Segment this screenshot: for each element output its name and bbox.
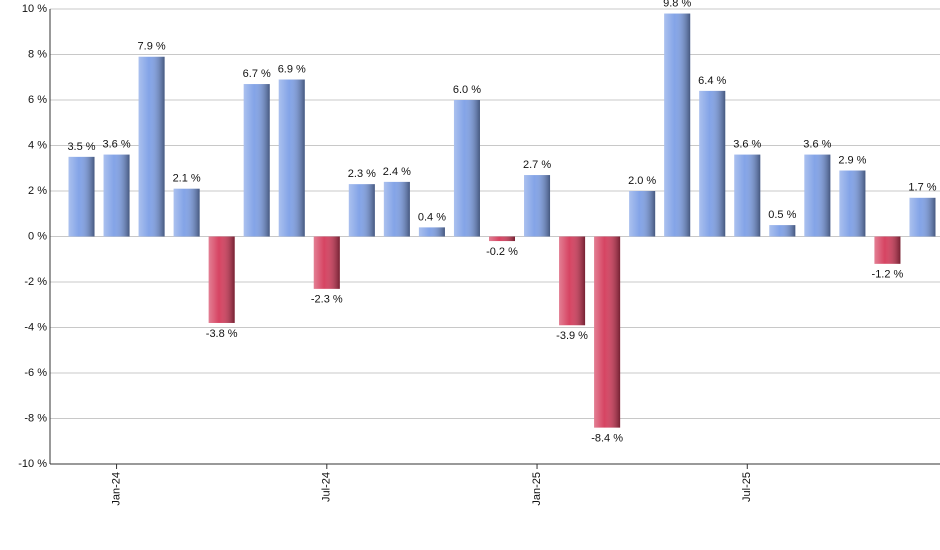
bar-shade [664, 13, 691, 237]
bar-shade [243, 84, 270, 237]
y-tick-label: -2 % [24, 276, 47, 288]
data-label: 6.7 % [243, 68, 271, 80]
data-label: 3.5 % [67, 141, 95, 153]
bar-shade [874, 236, 901, 264]
x-tick-label: Jan-25 [531, 472, 543, 506]
bar-shade [418, 227, 445, 237]
data-label: 0.5 % [768, 209, 796, 221]
data-label: 2.1 % [173, 173, 201, 185]
bar-shade [68, 156, 95, 237]
bar-shade [699, 90, 726, 237]
bar-shade [278, 79, 305, 237]
bar-shade [769, 225, 796, 237]
data-label: -3.8 % [206, 328, 238, 340]
bar-shade [804, 154, 831, 237]
data-label: 1.7 % [908, 182, 936, 194]
bar-shade [734, 154, 761, 237]
y-tick-label: -4 % [24, 321, 47, 333]
data-label: -8.4 % [591, 433, 623, 445]
x-tick-label: Jan-24 [110, 472, 122, 506]
data-label: 2.7 % [523, 159, 551, 171]
y-tick-label: -6 % [24, 367, 47, 379]
data-label: 2.9 % [838, 154, 866, 166]
y-tick-label: 10 % [22, 3, 47, 15]
bar-shade [348, 184, 375, 237]
bar-shade [839, 170, 866, 237]
y-tick-label: 2 % [28, 185, 47, 197]
bar-shade [103, 154, 130, 237]
data-label: 3.6 % [102, 139, 130, 151]
data-label: -2.3 % [311, 294, 343, 306]
y-tick-label: 0 % [28, 230, 47, 242]
bar-shade [313, 236, 340, 289]
data-label: 9.8 % [663, 0, 691, 9]
bar-shade [138, 56, 165, 237]
y-tick-label: 4 % [28, 139, 47, 151]
data-label: 3.6 % [733, 139, 761, 151]
bar-shade [629, 191, 656, 237]
data-label: 6.9 % [278, 63, 306, 75]
y-tick-label: -8 % [24, 412, 47, 424]
data-label: 7.9 % [138, 41, 166, 53]
data-label: -1.2 % [872, 269, 904, 281]
data-label: 2.4 % [383, 166, 411, 178]
data-label: -3.9 % [556, 330, 588, 342]
x-tick-label: Jul-24 [321, 472, 333, 502]
y-tick-label: 8 % [28, 48, 47, 60]
bar-shade [594, 236, 621, 428]
data-label: 0.4 % [418, 211, 446, 223]
bar-shade [524, 175, 551, 237]
data-label: 6.0 % [453, 84, 481, 96]
y-tick-label: -10 % [18, 458, 47, 470]
bar-shade [909, 197, 936, 237]
data-label: 2.3 % [348, 168, 376, 180]
bar-shade [173, 188, 200, 237]
bar-shade [453, 100, 480, 237]
data-label: 2.0 % [628, 175, 656, 187]
x-tick-label: Jul-25 [741, 472, 753, 502]
data-label: 6.4 % [698, 75, 726, 87]
bar-shade [383, 181, 410, 237]
data-label: -0.2 % [486, 246, 518, 258]
bar-shade [559, 236, 586, 326]
bar-shade [489, 236, 515, 242]
bar-shade [208, 236, 235, 323]
y-tick-label: 6 % [28, 94, 47, 106]
data-label: 3.6 % [803, 139, 831, 151]
